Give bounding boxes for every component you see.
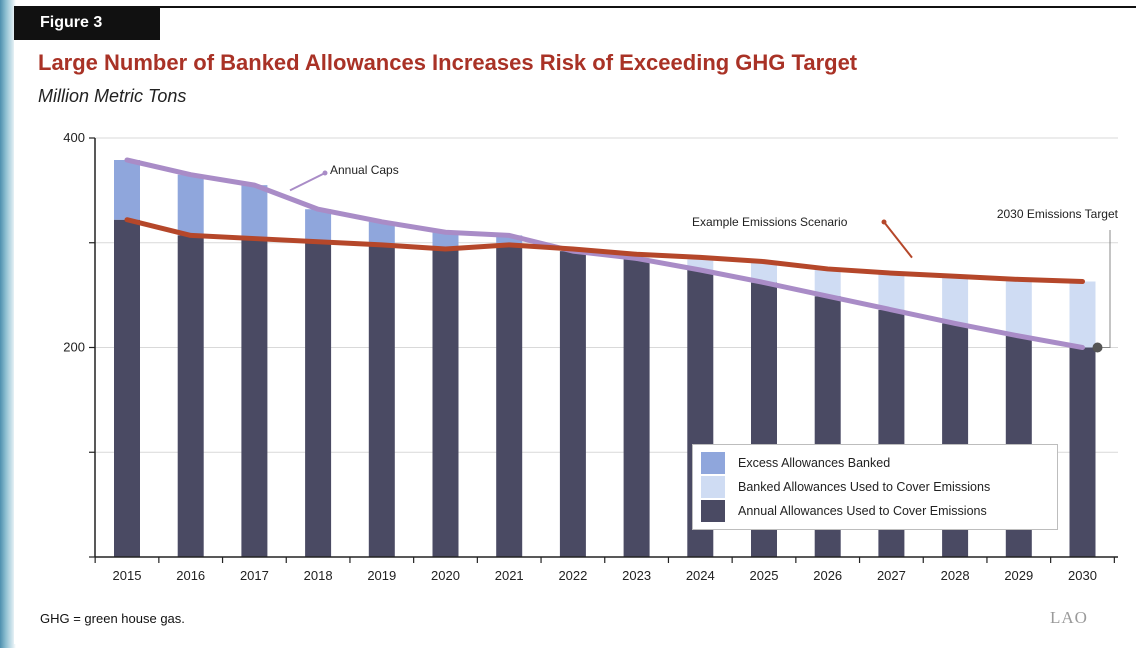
x-tick-label: 2015 xyxy=(113,568,142,583)
lao-logo: LAO xyxy=(1050,608,1088,627)
bar-banked-used xyxy=(942,277,969,324)
x-tick-label: 2030 xyxy=(1068,568,1097,583)
bar-annual-allowances xyxy=(241,238,268,557)
x-tick-label: 2024 xyxy=(686,568,715,583)
bar-annual-allowances xyxy=(623,258,650,557)
x-tick-label: 2021 xyxy=(495,568,524,583)
emissions-leader-dot xyxy=(881,219,887,225)
x-tick-label: 2025 xyxy=(750,568,779,583)
x-tick-label: 2017 xyxy=(240,568,269,583)
x-tick-label: 2016 xyxy=(176,568,205,583)
annual-caps-leader xyxy=(289,172,326,192)
target-marker xyxy=(1092,342,1103,353)
legend-swatch-excess-banked xyxy=(701,452,725,474)
legend-label: Annual Allowances Used to Cover Emission… xyxy=(738,504,987,518)
x-tick-label: 2027 xyxy=(877,568,906,583)
tick-labels: 200 400 2015 2016 2017 2018 2019 2020 2021 2022 20… xyxy=(63,130,1097,583)
legend-item-annual-allowances: Annual Allowances Used to Cover Emission… xyxy=(701,500,1057,524)
bar-banked-used xyxy=(814,268,841,297)
x-tick-label: 2023 xyxy=(622,568,651,583)
bar-excess-banked xyxy=(241,185,268,239)
annual-caps-line xyxy=(124,157,1085,350)
x-tick-label: 2020 xyxy=(431,568,460,583)
emissions-scenario-label: Example Emissions Scenario xyxy=(692,215,848,229)
bar-banked-used xyxy=(1005,279,1032,336)
x-tick-label: 2018 xyxy=(304,568,333,583)
x-tick-label: 2028 xyxy=(941,568,970,583)
annual-caps-leader-dot xyxy=(322,170,328,176)
bar-annual-allowances xyxy=(1069,347,1096,557)
bar-annual-allowances xyxy=(177,235,204,558)
emissions-scenario-line xyxy=(124,217,1085,285)
bar-annual-allowances xyxy=(559,251,586,557)
y-tick-label: 400 xyxy=(63,130,85,145)
target-leader xyxy=(1102,230,1111,348)
chart-title: Large Number of Banked Allowances Increa… xyxy=(38,50,858,75)
y-tick-label: 200 xyxy=(63,340,85,355)
legend-swatch-banked-used xyxy=(701,476,725,498)
bar-banked-used xyxy=(878,273,905,310)
bar-annual-allowances xyxy=(368,244,395,557)
legend-swatch-annual-allowances xyxy=(701,500,725,522)
bar-banked-used xyxy=(1069,281,1096,348)
annual-caps-label: Annual Caps xyxy=(330,163,399,177)
bar-annual-allowances xyxy=(496,244,523,557)
bar-excess-banked xyxy=(432,232,459,250)
legend-item-excess-banked: Excess Allowances Banked xyxy=(701,452,1057,476)
target-label: 2030 Emissions Target xyxy=(997,207,1119,221)
x-tick-label: 2022 xyxy=(558,568,587,583)
x-tick-label: 2026 xyxy=(813,568,842,583)
x-tick-label: 2029 xyxy=(1004,568,1033,583)
bar-annual-allowances xyxy=(305,241,332,557)
lines xyxy=(124,157,1103,353)
bar-excess-banked xyxy=(177,174,204,236)
footnote: GHG = green house gas. xyxy=(40,611,185,626)
bar-excess-banked xyxy=(305,209,332,242)
bar-annual-allowances xyxy=(114,219,140,557)
annotations: Annual Caps Example Emissions Scenario 203… xyxy=(289,163,1119,348)
legend-item-banked-used: Banked Allowances Used to Cover Emission… xyxy=(701,476,1057,500)
bar-excess-banked xyxy=(368,221,395,245)
bar-banked-used xyxy=(751,261,777,283)
chart-subtitle: Million Metric Tons xyxy=(38,86,187,106)
bar-excess-banked xyxy=(114,159,140,220)
bar-banked-used xyxy=(687,259,714,270)
legend-label: Excess Allowances Banked xyxy=(738,456,891,470)
x-tick-label: 2019 xyxy=(367,568,396,583)
legend-label: Banked Allowances Used to Cover Emission… xyxy=(738,480,991,494)
legend: Excess Allowances Banked Banked Allowanc… xyxy=(692,444,1058,530)
emissions-leader xyxy=(883,221,913,259)
axes xyxy=(89,137,1118,563)
bar-annual-allowances xyxy=(432,249,459,557)
bar-excess-banked xyxy=(496,235,523,245)
figure-label: Figure 3 xyxy=(14,6,160,40)
